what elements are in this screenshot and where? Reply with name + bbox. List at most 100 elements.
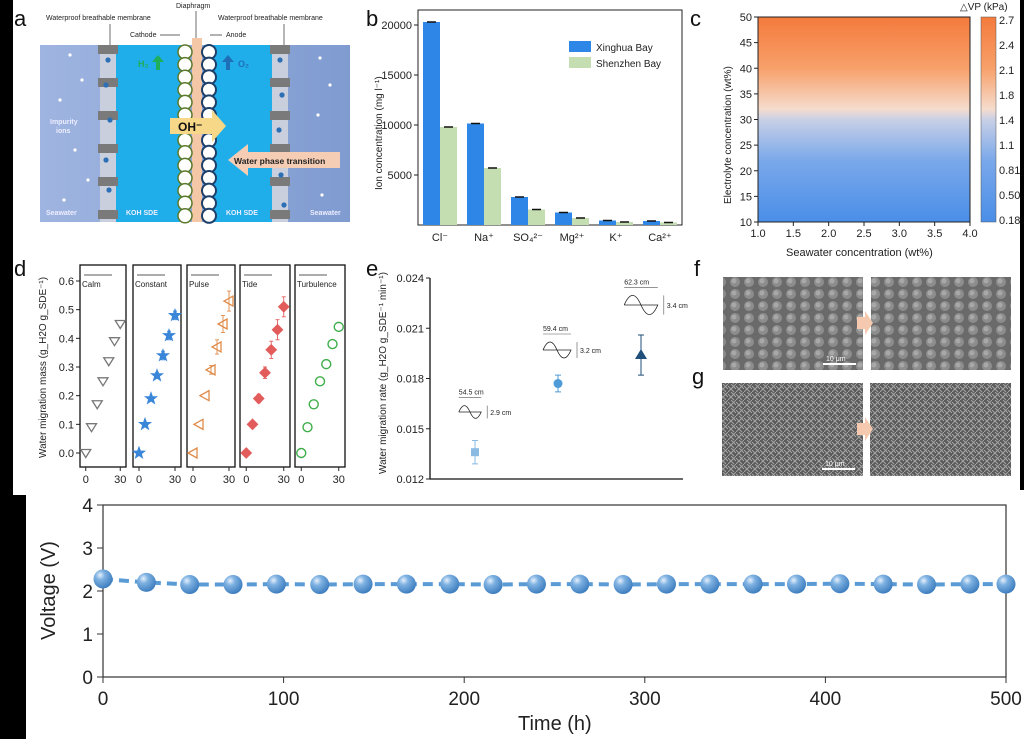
- d-marker-tide: [271, 323, 284, 336]
- h2-arrow-icon: [152, 55, 164, 70]
- membrane-left-label: Waterproof breathable membrane: [46, 15, 151, 22]
- e-wave-icon: [542, 341, 572, 359]
- d-xtick-label: 30: [333, 474, 345, 486]
- c-xtick-label: 2.5: [856, 228, 871, 240]
- h-xtick-label: 100: [268, 689, 300, 710]
- d-marker-tide: [277, 300, 290, 313]
- d-ytick-label: 0.3: [59, 362, 74, 374]
- d-marker-constant: [137, 416, 153, 431]
- d-marker-turbulence: [314, 376, 326, 387]
- d-marker-calm: [114, 319, 127, 330]
- seawater-dot: [320, 193, 324, 197]
- f-scale-bar: [823, 363, 856, 365]
- d-marker-pulse: [192, 418, 204, 431]
- membrane-block: [270, 78, 290, 87]
- seawater-dot: [80, 78, 84, 82]
- membranes: [98, 45, 290, 222]
- c-xtick-label: 3.0: [892, 228, 907, 240]
- d-marker-constant: [143, 391, 159, 405]
- colorbar: [980, 16, 997, 223]
- d-ytick-label: 0.4: [59, 333, 74, 345]
- seawater-dot: [316, 113, 320, 117]
- d-subplot-frame: [239, 264, 291, 468]
- b-bar-shenzhen-bay: [572, 218, 589, 225]
- d-ytick-label: 0.0: [59, 448, 74, 460]
- d-xtick-label: 0: [136, 474, 142, 486]
- heatmap-area: [757, 16, 971, 223]
- e-axes: [429, 278, 683, 480]
- b-category-label: Na⁺: [474, 232, 494, 244]
- h-data-point: [613, 575, 633, 595]
- h-xtick-label: 500: [990, 689, 1022, 710]
- d-marker-constant: [149, 368, 165, 382]
- c-colorbar-tick-label: 2.7: [999, 15, 1014, 27]
- d-error-bar: [215, 339, 219, 355]
- c-colorbar-tick-label: 0.50: [999, 190, 1020, 202]
- c-xtick-label: 1.0: [750, 228, 765, 240]
- d-marker-calm: [102, 357, 115, 367]
- impurity-ions: [58, 53, 337, 208]
- e-marker-square: [471, 448, 479, 457]
- membrane-block: [98, 111, 118, 120]
- seawater-dot: [62, 198, 66, 202]
- e-ytick-label: 0.012: [396, 474, 424, 486]
- membrane-block: [98, 210, 118, 219]
- c-xlabel: Seawater concentration (wt%): [786, 247, 933, 259]
- panel-label-h: h: [14, 510, 26, 535]
- b-bar-xinghua-bay: [555, 212, 572, 225]
- seawater-left-label: Seawater: [46, 210, 77, 217]
- d-subplot-title: Turbulence: [297, 280, 337, 289]
- c-colorbar-tick-label: 1.8: [999, 90, 1014, 102]
- membrane-block: [270, 144, 290, 153]
- h-xtick-label: 0: [98, 689, 109, 710]
- g-scale-label: 10 μm: [825, 461, 845, 468]
- d-marker-calm: [79, 448, 92, 459]
- d-marker-pulse: [210, 340, 222, 354]
- c-colorbar-tick-label: 1.1: [999, 140, 1014, 152]
- b-category-label: K⁺: [609, 232, 622, 244]
- h-data-point: [656, 574, 676, 594]
- d-marker-tide: [246, 418, 259, 431]
- d-marker-turbulence: [333, 321, 344, 333]
- h-data-point: [960, 574, 980, 594]
- membrane-block: [270, 45, 290, 54]
- diaphragm-label: Diaphragm: [176, 3, 210, 10]
- h-data-point: [310, 575, 330, 595]
- d-marker-turbulence: [321, 358, 332, 370]
- seawater-right-label: Seawater: [310, 210, 341, 217]
- e-ylabel: Water migration rate (g_H2O g_SDE⁻¹ min⁻…: [378, 272, 389, 474]
- d-marker-calm: [96, 377, 110, 388]
- c-colorbar-tick-label: 2.1: [999, 65, 1014, 77]
- panel-label-g: g: [692, 364, 704, 389]
- impurity-ion: [279, 92, 285, 98]
- d-marker-constant: [131, 445, 147, 460]
- d-subplot-frame: [79, 264, 127, 468]
- sem-g-after: [870, 383, 1011, 476]
- c-ytick-label: 45: [740, 38, 752, 50]
- b-bar-shenzhen-bay: [440, 127, 457, 225]
- h-data-point: [483, 575, 503, 595]
- d-error-bar: [221, 314, 225, 334]
- c-colorbar-tick-label: 1.4: [999, 115, 1014, 127]
- e-amplitude-label: 3.2 cm: [580, 348, 601, 355]
- impurity-ion: [278, 172, 284, 178]
- d-marker-pulse: [186, 446, 198, 460]
- d-marker-calm: [85, 423, 98, 433]
- b-category-label: Cl⁻: [432, 232, 448, 244]
- e-wave-icon: [623, 295, 659, 315]
- panel-label-d: d: [14, 256, 26, 281]
- seawater-dot: [58, 98, 62, 102]
- c-ylabel: Electrolyte concentration (wt%): [723, 66, 734, 204]
- e-amplitude-label: 2.9 cm: [490, 410, 511, 417]
- panel-label-f: f: [694, 256, 701, 281]
- e-wavelength-label: 54.5 cm: [459, 390, 484, 397]
- cathode-label: Cathode: [130, 32, 157, 39]
- b-legend-label: Shenzhen Bay: [596, 59, 661, 70]
- e-ytick-label: 0.021: [396, 323, 424, 335]
- b-ytick-label: 20000: [381, 20, 412, 32]
- h-ytick-label: 1: [82, 625, 93, 646]
- seawater-dot: [328, 83, 332, 87]
- panel-label-c: c: [690, 6, 701, 31]
- d-subplot-title: Tide: [242, 280, 258, 289]
- b-bar-xinghua-bay: [423, 22, 440, 225]
